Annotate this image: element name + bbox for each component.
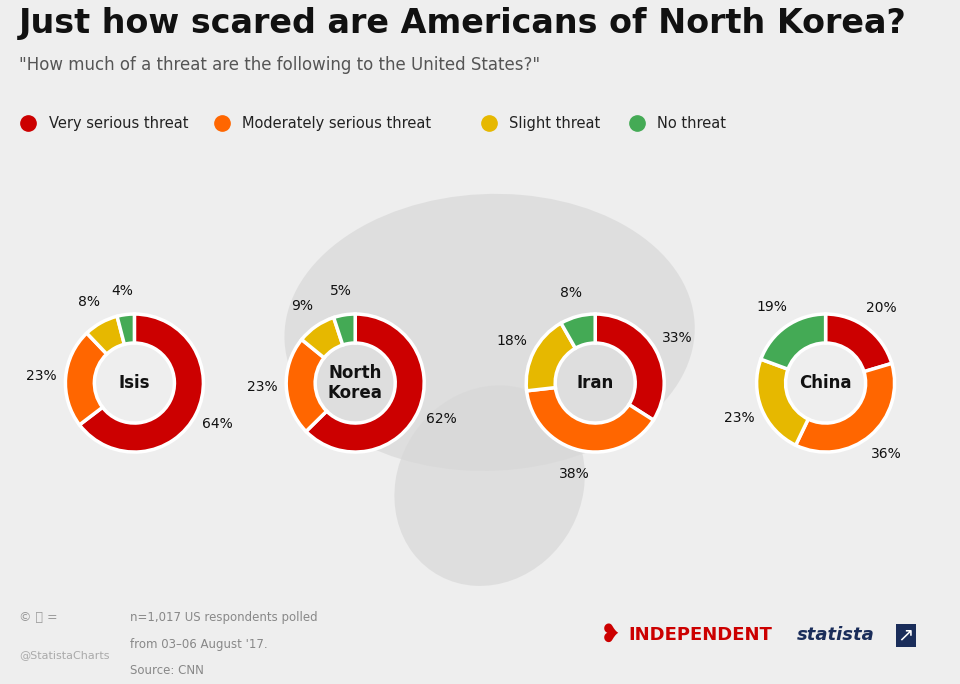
Text: 4%: 4% [111,284,133,298]
Text: "How much of a threat are the following to the United States?": "How much of a threat are the following … [19,56,540,74]
Text: 62%: 62% [425,412,457,426]
Text: China: China [800,374,852,392]
Text: 36%: 36% [871,447,901,461]
Text: @StatistaCharts: @StatistaCharts [19,650,109,660]
Text: No threat: No threat [657,116,726,131]
Wedge shape [595,314,664,420]
Text: 8%: 8% [561,286,583,300]
Text: 33%: 33% [661,331,692,345]
Wedge shape [301,317,343,358]
Text: ❥: ❥ [600,623,621,647]
Text: 18%: 18% [496,334,528,348]
Text: 8%: 8% [78,295,100,308]
Text: ↗: ↗ [898,626,914,644]
Wedge shape [286,339,326,432]
Text: 38%: 38% [559,466,589,481]
Wedge shape [65,333,107,425]
Text: from 03–06 August '17.: from 03–06 August '17. [130,637,267,650]
Text: North
Korea: North Korea [327,364,383,402]
Wedge shape [826,314,892,371]
Text: Iran: Iran [577,374,613,392]
Wedge shape [117,314,134,344]
Text: statista: statista [797,626,875,644]
Wedge shape [756,359,808,445]
Wedge shape [561,314,595,348]
Text: Just how scared are Americans of North Korea?: Just how scared are Americans of North K… [19,7,907,40]
Wedge shape [526,323,575,391]
Wedge shape [527,388,654,452]
Wedge shape [761,314,826,369]
Text: 5%: 5% [329,284,351,298]
Text: INDEPENDENT: INDEPENDENT [629,626,773,644]
Text: 23%: 23% [247,380,277,395]
Text: Isis: Isis [119,374,150,392]
Text: Moderately serious threat: Moderately serious threat [242,116,431,131]
Text: 23%: 23% [26,369,57,382]
Text: Very serious threat: Very serious threat [49,116,188,131]
Text: 19%: 19% [756,300,788,314]
Text: 9%: 9% [292,300,313,313]
Text: 23%: 23% [724,411,755,425]
Text: Source: CNN: Source: CNN [130,664,204,677]
Wedge shape [80,314,204,452]
Ellipse shape [395,385,585,586]
Wedge shape [334,314,355,345]
Wedge shape [796,363,895,452]
Text: n=1,017 US respondents polled: n=1,017 US respondents polled [130,611,317,624]
Text: Slight threat: Slight threat [510,116,601,131]
Text: © ⓘ =: © ⓘ = [19,611,58,624]
Wedge shape [86,316,125,354]
Text: 20%: 20% [866,302,897,315]
Text: 64%: 64% [203,417,233,432]
Wedge shape [306,314,424,452]
Ellipse shape [284,194,695,471]
